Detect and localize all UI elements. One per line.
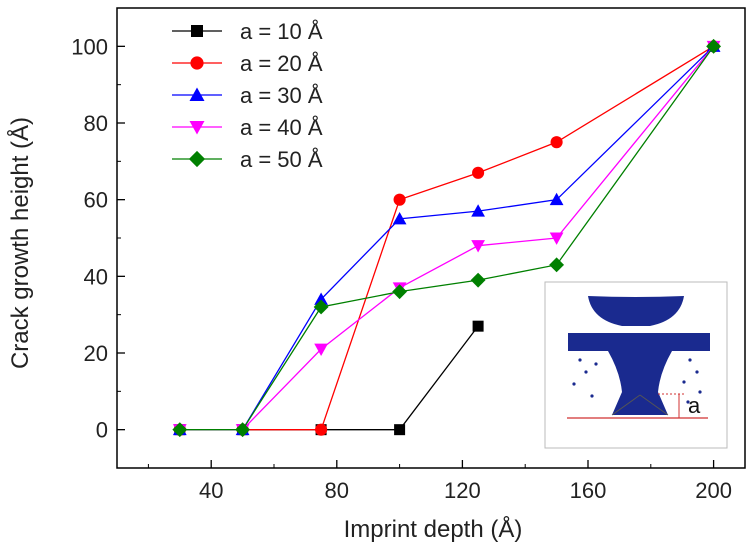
atom-dot (594, 362, 598, 366)
plot-area: 0 20 40 60 80 100 40 80 120 160 200 (71, 7, 746, 503)
data-point (472, 166, 485, 179)
legend-item: a = 20 Å (172, 51, 323, 76)
data-point (472, 320, 484, 332)
legend-item: a = 50 Å (172, 147, 323, 172)
x-axis-title: Imprint depth (Å) (344, 515, 523, 543)
x-tick-label: 80 (325, 478, 349, 503)
data-point (392, 211, 407, 225)
legend-label: a = 40 Å (240, 115, 323, 140)
atom-dot (695, 370, 699, 374)
atom-dot (682, 380, 686, 384)
y-tick-label: 80 (84, 111, 108, 136)
data-point (549, 257, 565, 273)
x-tick-label: 160 (570, 478, 607, 503)
legend: a = 10 Å a = 20 Å a = 30 Å a = 40 Å a = 50 Å (172, 19, 323, 172)
legend-label: a = 20 Å (240, 51, 323, 76)
data-point (314, 292, 328, 305)
x-tick-label: 200 (695, 478, 732, 503)
legend-marker (189, 121, 205, 135)
data-point (550, 136, 563, 149)
y-tick-label: 60 (84, 188, 108, 213)
legend-item: a = 40 Å (172, 115, 323, 140)
atom-dot (686, 400, 690, 404)
data-point (172, 422, 188, 438)
atom-dot (688, 358, 692, 362)
atom-dot (698, 390, 702, 394)
data-point (706, 38, 722, 54)
atom-dot (578, 358, 582, 362)
axis-labels: Imprint depth (Å) Crack growth height (Å… (6, 117, 522, 543)
atom-dot (572, 382, 576, 386)
y-tick-label: 20 (84, 341, 108, 366)
indentation-inset-icon: a (544, 281, 728, 449)
data-point (393, 193, 406, 206)
y-tick-label: 100 (71, 34, 108, 59)
legend-label: a = 10 Å (240, 19, 323, 44)
series-line (179, 325, 479, 431)
legend-marker (191, 25, 203, 37)
indenter-shape (588, 296, 684, 326)
series-layer (172, 38, 722, 438)
y-tick-label: 40 (84, 264, 108, 289)
legend-marker (188, 150, 206, 168)
series-5 (172, 38, 722, 438)
legend-marker (189, 87, 205, 101)
data-point (471, 204, 485, 217)
data-point (394, 424, 406, 436)
data-point (235, 422, 251, 438)
atom-dot (584, 370, 588, 374)
legend-item: a = 30 Å (172, 83, 323, 108)
data-point (549, 232, 564, 245)
data-point (470, 272, 486, 288)
x-tick-label: 40 (199, 478, 223, 503)
data-point (315, 423, 328, 436)
y-axis-title: Crack growth height (Å) (6, 117, 34, 369)
data-point (314, 343, 328, 357)
inset-label: a (688, 393, 701, 418)
y-tick-label: 0 (96, 418, 108, 443)
data-point (392, 284, 408, 300)
data-point (471, 240, 485, 253)
legend-marker (190, 56, 204, 70)
data-point (549, 192, 564, 206)
legend-label: a = 30 Å (240, 83, 323, 108)
data-point (313, 299, 329, 315)
series-1 (174, 320, 484, 436)
legend-item: a = 10 Å (172, 19, 323, 44)
inset-guide (639, 394, 669, 416)
inset-guide (611, 394, 641, 416)
atom-dot (590, 394, 594, 398)
substrate-slab (568, 333, 710, 351)
legend-label: a = 50 Å (240, 147, 323, 172)
x-tick-label: 120 (444, 478, 481, 503)
crack-region (608, 351, 672, 415)
